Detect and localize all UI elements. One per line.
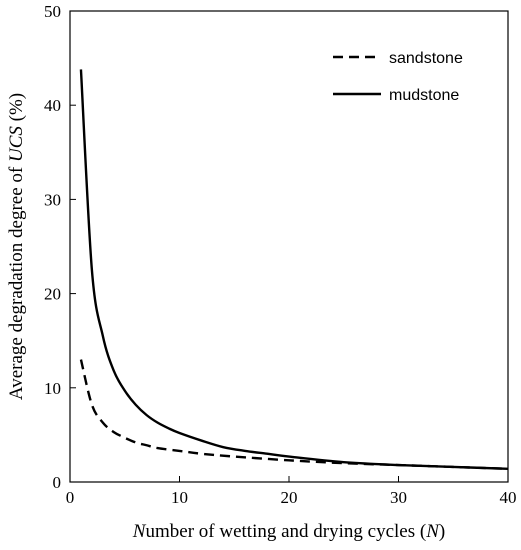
legend-label-sandstone: sandstone: [389, 50, 463, 67]
x-tick-label: 10: [171, 488, 188, 507]
y-tick-label: 10: [44, 379, 61, 398]
x-axis-label: Number of wetting and drying cycles (N): [132, 521, 445, 542]
legend: sandstone mudstone: [333, 50, 463, 104]
plot-area-border: [69, 10, 509, 483]
series-layer: [79, 69, 509, 471]
plot-frame: [69, 10, 509, 483]
y-tick-label: 50: [44, 2, 61, 21]
x-tick-label: 0: [66, 488, 75, 507]
y-axis-label: Average degradation degree of UCS (%): [6, 93, 27, 400]
x-tick-label: 20: [281, 488, 298, 507]
x-tick-label: 40: [500, 488, 517, 507]
axis-ticks: 0 10 20 30 40 0 10 20 30 40 50: [44, 2, 517, 507]
x-tick-label: 30: [390, 488, 407, 507]
y-tick-label: 0: [53, 473, 62, 492]
mudstone-line: [79, 69, 509, 471]
y-tick-label: 20: [44, 285, 61, 304]
legend-label-mudstone: mudstone: [389, 87, 459, 104]
y-tick-label: 30: [44, 190, 61, 209]
y-tick-label: 40: [44, 96, 61, 115]
